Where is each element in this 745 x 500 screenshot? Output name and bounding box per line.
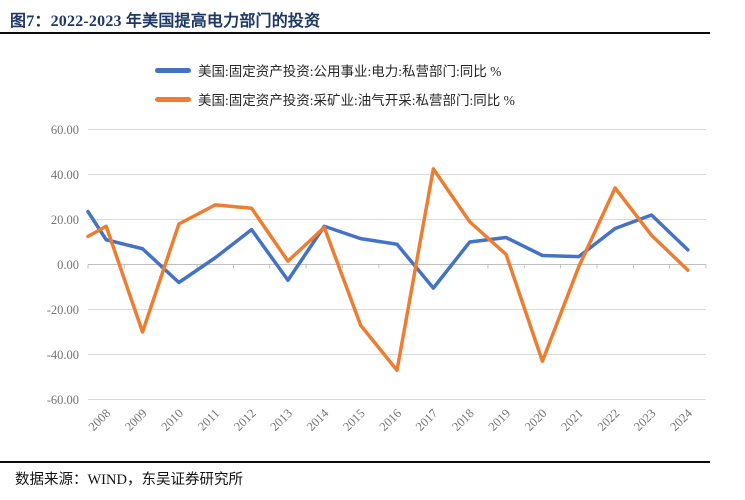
- x-tick-label: 2014: [304, 406, 332, 434]
- x-tick-label: 2009: [122, 406, 150, 434]
- chart-legend: 美国:固定资产投资:公用事业:电力:私营部门:同比 % 美国:固定资产投资:采矿…: [155, 60, 515, 109]
- legend-item-power: 美国:固定资产投资:公用事业:电力:私营部门:同比 %: [155, 60, 515, 80]
- x-tick-label: 2013: [267, 406, 295, 434]
- legend-label-oilgas: 美国:固定资产投资:采矿业:油气开采:私营部门:同比 %: [198, 93, 515, 108]
- x-tick-label: 2011: [195, 406, 222, 433]
- x-tick-label: 2021: [558, 406, 586, 434]
- x-tick-label: 2022: [595, 406, 623, 434]
- legend-item-oilgas: 美国:固定资产投资:采矿业:油气开采:私营部门:同比 %: [155, 89, 515, 109]
- legend-swatch-power-line-icon: [155, 67, 191, 73]
- y-tick-label: -60.00: [47, 393, 79, 407]
- x-tick-label: 2010: [158, 406, 186, 434]
- x-tick-label: 2008: [86, 406, 114, 434]
- y-tick-label: 0.00: [57, 258, 79, 272]
- x-tick-label: 2017: [413, 406, 441, 434]
- data-source-note: 数据来源：WIND，东吴证券研究所: [15, 472, 243, 488]
- x-tick-label: 2012: [231, 406, 259, 434]
- legend-label-power: 美国:固定资产投资:公用事业:电力:私营部门:同比 %: [198, 64, 502, 79]
- y-tick-label: 20.00: [51, 213, 79, 227]
- x-tick-label: 2016: [377, 406, 405, 434]
- x-tick-label: 2023: [631, 406, 659, 434]
- line-series-oilgas: [86, 167, 690, 372]
- title-divider-line: [0, 32, 710, 34]
- x-tick-label: 2015: [340, 406, 368, 434]
- x-tick-label: 2020: [522, 406, 550, 434]
- legend-swatch-oilgas-line-icon: [155, 96, 191, 102]
- y-tick-label: 60.00: [51, 123, 79, 137]
- chart-title: 图7：2022-2023 年美国提高电力部门的投资: [10, 13, 321, 30]
- y-tick-label: -20.00: [47, 303, 79, 317]
- y-tick-label: -40.00: [47, 348, 79, 362]
- footer-divider-line: [0, 461, 710, 463]
- x-tick-label: 2018: [449, 406, 477, 434]
- x-tick-label: 2024: [667, 406, 695, 434]
- x-tick-label: 2019: [486, 406, 514, 434]
- y-tick-label: 40.00: [51, 168, 79, 182]
